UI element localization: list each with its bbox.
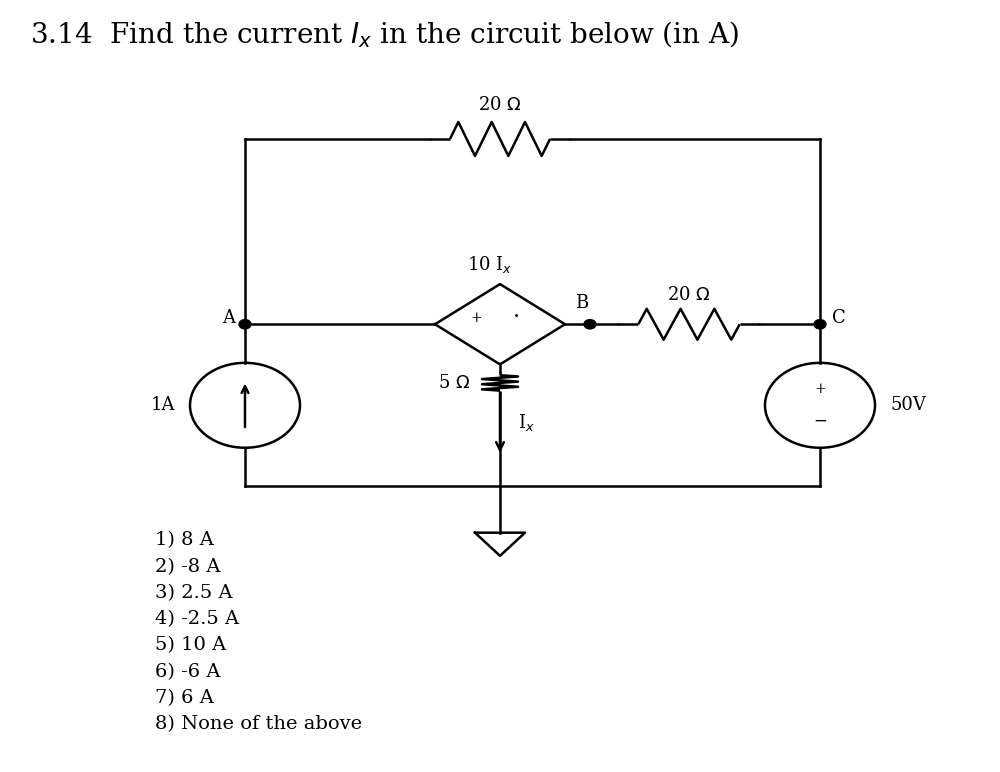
Text: 3) 2.5 A: 3) 2.5 A (155, 584, 233, 602)
Text: +: + (470, 311, 482, 325)
Text: I$_x$: I$_x$ (518, 412, 535, 433)
Text: B: B (575, 294, 589, 312)
Circle shape (814, 320, 826, 329)
Text: 4) -2.5 A: 4) -2.5 A (155, 610, 239, 628)
Text: +: + (814, 382, 826, 396)
Text: 6) -6 A: 6) -6 A (155, 662, 220, 681)
Text: C: C (832, 309, 846, 327)
Text: 5 $\Omega$: 5 $\Omega$ (438, 374, 470, 392)
Text: 1A: 1A (150, 396, 175, 415)
Text: 50V: 50V (890, 396, 926, 415)
Text: 8) None of the above: 8) None of the above (155, 715, 362, 733)
Circle shape (239, 320, 251, 329)
Text: 7) 6 A: 7) 6 A (155, 689, 214, 707)
Text: 1) 8 A: 1) 8 A (155, 531, 214, 550)
Circle shape (584, 320, 596, 329)
Text: 10 I$_x$: 10 I$_x$ (467, 254, 513, 275)
Text: 5) 10 A: 5) 10 A (155, 636, 226, 655)
Text: A: A (222, 309, 235, 327)
Text: −: − (813, 413, 827, 430)
Text: 2) -8 A: 2) -8 A (155, 557, 220, 576)
Text: 20 $\Omega$: 20 $\Omega$ (667, 286, 711, 304)
Text: 3.14  Find the current $I_x$ in the circuit below (in A): 3.14 Find the current $I_x$ in the circu… (30, 19, 739, 50)
Text: ·: · (512, 306, 520, 327)
Text: 20 $\Omega$: 20 $\Omega$ (478, 96, 522, 114)
